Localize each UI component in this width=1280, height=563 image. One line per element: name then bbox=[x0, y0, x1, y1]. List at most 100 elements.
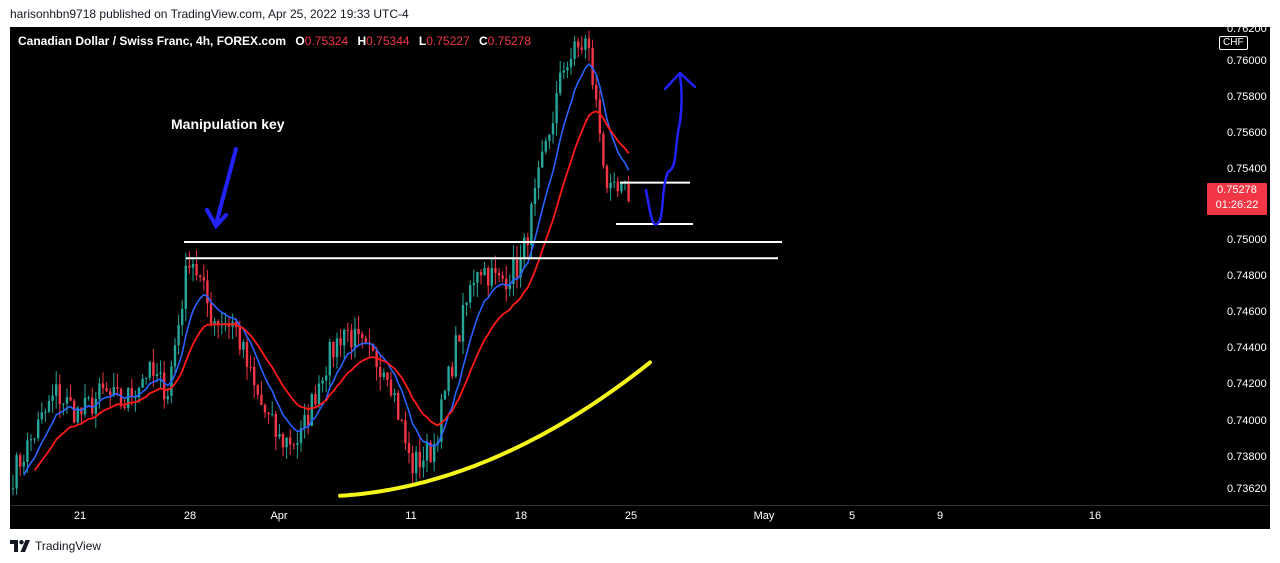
candle-body bbox=[584, 38, 587, 50]
currency-badge[interactable]: CHF bbox=[1219, 36, 1248, 50]
candle-body bbox=[123, 406, 126, 408]
price-tick: 0.74000 bbox=[1227, 415, 1267, 427]
candle-body bbox=[263, 405, 267, 413]
candle-body bbox=[433, 443, 436, 462]
candle-body bbox=[325, 375, 328, 381]
candle-body bbox=[555, 93, 558, 124]
candle-body bbox=[307, 414, 310, 426]
high-value: 0.75344 bbox=[366, 34, 410, 48]
candle-body bbox=[37, 419, 40, 439]
candle-body bbox=[141, 378, 144, 388]
candle-body bbox=[465, 302, 468, 306]
price-tick: 0.74400 bbox=[1227, 342, 1267, 354]
candle-body bbox=[559, 72, 562, 94]
manipulation-arrow-icon bbox=[205, 147, 238, 230]
manipulation-key-label[interactable]: Manipulation key bbox=[171, 116, 285, 132]
time-label: Apr bbox=[270, 510, 288, 522]
candle-body bbox=[44, 411, 47, 413]
candle-body bbox=[483, 267, 486, 276]
candle-body bbox=[51, 395, 54, 402]
candle-body bbox=[605, 165, 609, 189]
candle-body bbox=[101, 383, 105, 389]
candle-body bbox=[245, 342, 249, 367]
candle-body bbox=[173, 345, 177, 367]
candle-body bbox=[422, 460, 425, 468]
candle-body bbox=[137, 387, 141, 398]
candle-body bbox=[191, 263, 195, 268]
price-tick: 0.73620 bbox=[1227, 483, 1267, 495]
candle-body bbox=[310, 394, 313, 426]
candle-body bbox=[274, 414, 277, 437]
time-label: 28 bbox=[183, 510, 197, 522]
candle-body bbox=[566, 67, 569, 71]
candle-body bbox=[145, 377, 148, 379]
candle-body bbox=[105, 388, 108, 392]
close-value: 0.75278 bbox=[487, 34, 532, 48]
candle-body bbox=[515, 257, 519, 278]
open-label: O bbox=[295, 34, 305, 48]
symbol-name[interactable]: Canadian Dollar / Swiss Franc, 4h, FOREX… bbox=[18, 34, 287, 48]
candle-body bbox=[195, 263, 198, 276]
candle-body bbox=[83, 397, 87, 415]
price-axis[interactable]: CHF 0.76200 0.76000 0.75800 0.75600 0.75… bbox=[1203, 27, 1270, 528]
time-axis[interactable]: 21 28 Apr 11 18 25 May 5 9 16 bbox=[10, 505, 1203, 529]
candle-body bbox=[551, 123, 555, 135]
time-label: 16 bbox=[1088, 510, 1102, 522]
candle-body bbox=[350, 330, 353, 348]
tradingview-brand[interactable]: TradingView bbox=[10, 538, 101, 554]
candle-body bbox=[393, 393, 396, 396]
low-value: 0.75227 bbox=[426, 34, 470, 48]
candle-body bbox=[501, 275, 504, 279]
candle-body bbox=[278, 434, 281, 437]
candle-body bbox=[87, 397, 90, 399]
time-label: 5 bbox=[848, 510, 856, 522]
candle-body bbox=[613, 181, 616, 183]
candle-body bbox=[443, 391, 447, 400]
candle-body bbox=[55, 384, 58, 396]
chart-pane[interactable]: Canadian Dollar / Swiss Franc, 4h, FOREX… bbox=[10, 27, 1203, 528]
candle-body bbox=[472, 282, 475, 286]
price-tick: 0.76000 bbox=[1227, 55, 1267, 67]
candle-body bbox=[332, 341, 335, 358]
candle-body bbox=[209, 303, 213, 325]
candle-body bbox=[379, 367, 382, 377]
candle-body bbox=[289, 437, 292, 445]
price-chart[interactable] bbox=[10, 27, 1203, 505]
price-tick: 0.75400 bbox=[1227, 163, 1267, 175]
time-label: 9 bbox=[936, 510, 944, 522]
candle-body bbox=[346, 329, 349, 331]
candle-body bbox=[19, 455, 22, 467]
candle-body bbox=[569, 58, 573, 68]
candle-body bbox=[389, 379, 393, 396]
symbol-legend[interactable]: Canadian Dollar / Swiss Franc, 4h, FOREX… bbox=[18, 34, 531, 48]
candle-body bbox=[404, 420, 407, 444]
candle-body bbox=[602, 133, 605, 166]
candle-body bbox=[573, 41, 576, 59]
candle-body bbox=[163, 372, 166, 400]
time-label: 18 bbox=[514, 510, 528, 522]
candle-body bbox=[429, 442, 432, 462]
ema-fast-line bbox=[23, 62, 630, 476]
candle-body bbox=[400, 419, 403, 421]
candle-body bbox=[407, 443, 411, 453]
candle-body bbox=[476, 271, 479, 283]
candle-body bbox=[213, 320, 216, 325]
candle-body bbox=[371, 344, 375, 351]
candle-body bbox=[469, 285, 472, 303]
candle-body bbox=[321, 380, 324, 384]
candle-body bbox=[281, 434, 285, 448]
candle-body bbox=[98, 383, 101, 399]
candle-body bbox=[11, 488, 15, 490]
axis-corner bbox=[1203, 505, 1270, 529]
last-price-value: 0.75278 bbox=[1217, 184, 1257, 196]
candle-body bbox=[494, 267, 497, 273]
candle-body bbox=[199, 275, 202, 278]
candle-body bbox=[519, 258, 522, 278]
candle-body bbox=[461, 305, 465, 342]
candle-body bbox=[562, 70, 565, 73]
candle-body bbox=[242, 342, 245, 350]
candle-body bbox=[159, 372, 162, 374]
candle-body bbox=[22, 462, 25, 467]
candle-body bbox=[479, 271, 483, 276]
candle-body bbox=[296, 443, 299, 445]
